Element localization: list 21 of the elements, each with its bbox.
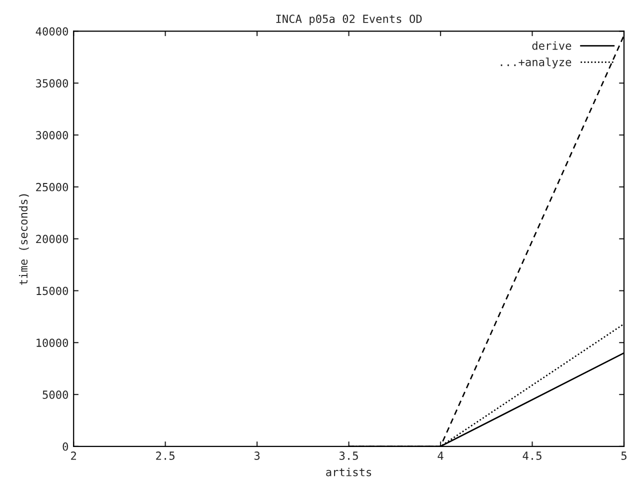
- x-tick-label: 2.5: [156, 452, 174, 460]
- y-tick-label: 20000: [36, 234, 68, 244]
- y-axis-title: time (seconds): [18, 194, 29, 285]
- y-tick-label: 10000: [36, 338, 68, 348]
- legend-label: derive: [532, 41, 572, 50]
- x-axis-title: artists: [326, 468, 372, 476]
- x-tick-label: 4: [438, 452, 444, 460]
- x-tick-label: 5: [621, 452, 626, 460]
- x-tick-label: 4.5: [522, 452, 542, 460]
- chart-title: INCA p05a 02 Events OD: [276, 14, 422, 26]
- y-tick-label: 25000: [36, 182, 68, 192]
- x-tick-label: 3.5: [340, 452, 358, 460]
- x-tick-label: 3: [254, 452, 260, 460]
- x-tick-label: 2: [71, 452, 76, 460]
- y-tick-label: 0: [62, 442, 68, 451]
- y-tick-label: 35000: [36, 79, 68, 88]
- y-tick-label: 40000: [36, 27, 68, 36]
- legend-label: ...+analyze: [500, 58, 572, 68]
- y-tick-label: 30000: [36, 131, 68, 140]
- y-tick-label: 15000: [36, 286, 68, 296]
- y-tick-label: 5000: [42, 390, 68, 399]
